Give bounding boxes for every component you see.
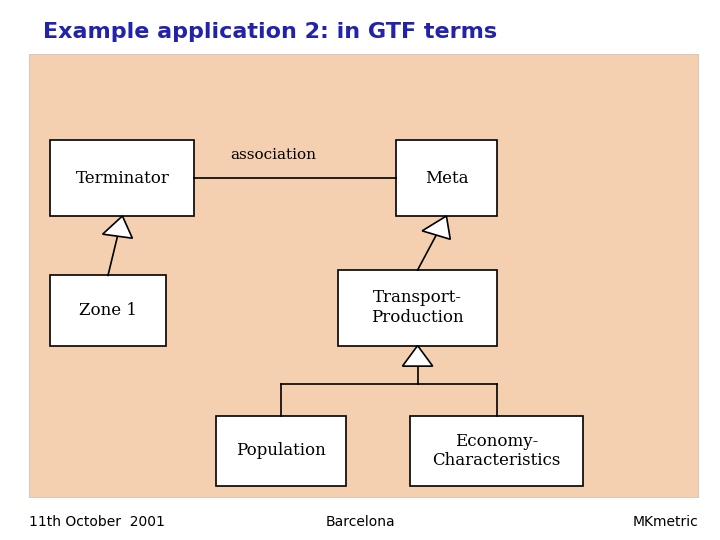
Bar [50, 140, 194, 216]
Text: 11th October  2001: 11th October 2001 [29, 515, 165, 529]
Polygon shape [402, 346, 433, 366]
Polygon shape [103, 216, 132, 238]
Text: Population: Population [236, 442, 325, 460]
Text: Zone 1: Zone 1 [79, 302, 137, 319]
Bar [410, 416, 583, 486]
Bar [396, 140, 497, 216]
Bar [216, 416, 346, 486]
Text: MKmetric: MKmetric [633, 515, 698, 529]
Text: Terminator: Terminator [76, 170, 169, 187]
Text: Meta: Meta [425, 170, 468, 187]
Bar [338, 270, 497, 346]
Text: Example application 2: in GTF terms: Example application 2: in GTF terms [43, 22, 498, 42]
Polygon shape [422, 216, 450, 239]
Text: Economy-
Characteristics: Economy- Characteristics [433, 433, 561, 469]
Text: association: association [230, 148, 317, 162]
Bar [29, 54, 698, 497]
Bar [50, 275, 166, 346]
Text: Transport-
Production: Transport- Production [372, 289, 464, 326]
Text: Barcelona: Barcelona [325, 515, 395, 529]
